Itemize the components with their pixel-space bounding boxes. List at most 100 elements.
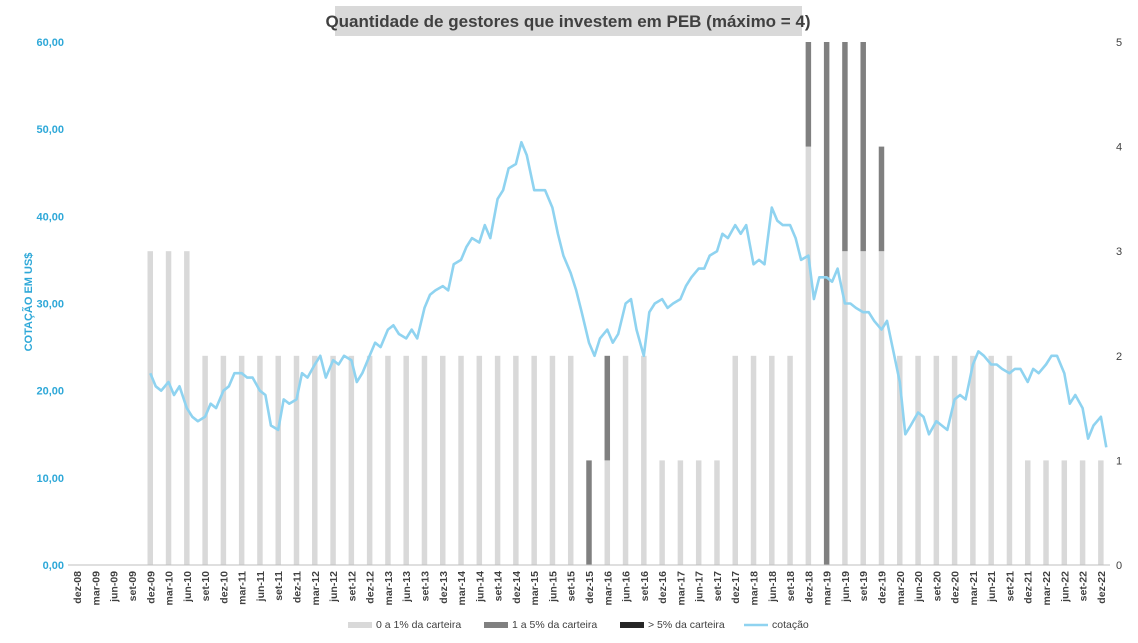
bar-segment <box>933 355 940 565</box>
x-tick-label: mar-09 <box>90 571 102 606</box>
price-line <box>149 140 1108 448</box>
x-tick-label: dez-12 <box>365 571 377 604</box>
y-axis-label: COTAÇÃO EM US$ <box>22 253 35 352</box>
bar-segment <box>165 251 172 565</box>
x-tick-label: jun-10 <box>182 571 194 603</box>
x-tick-label: jun-13 <box>401 571 413 603</box>
x-tick-label: jun-16 <box>621 571 633 603</box>
y-tick-label: 40,00 <box>36 211 64 223</box>
y2-tick-label: 1 <box>1116 455 1122 467</box>
y2-tick-label: 0 <box>1116 560 1122 572</box>
x-tick-label: mar-10 <box>164 571 176 606</box>
x-tick-label: dez-10 <box>218 571 230 604</box>
bar-segment <box>312 355 318 565</box>
y-tick-label: 30,00 <box>36 299 64 311</box>
price-line-layer <box>149 140 1108 448</box>
bar-segment <box>970 355 976 565</box>
bar-segment <box>220 355 227 565</box>
x-tick-label: jun-22 <box>1059 571 1071 603</box>
legend-swatch <box>620 622 644 628</box>
bar-segment <box>567 355 574 565</box>
bar-segment <box>823 42 830 565</box>
x-tick-label: set-17 <box>712 571 724 602</box>
x-tick-label: jun-12 <box>328 571 340 603</box>
bar-segment <box>622 355 629 565</box>
x-tick-label: jun-19 <box>840 571 852 603</box>
bar-segment <box>1043 460 1049 565</box>
y-tick-label: 0,00 <box>43 560 64 572</box>
x-tick-label: dez-20 <box>950 571 962 604</box>
bar-segment <box>403 355 409 565</box>
x-tick-label: jun-14 <box>474 571 486 603</box>
x-tick-label: mar-11 <box>237 571 249 605</box>
x-tick-label: mar-22 <box>1041 571 1053 606</box>
x-tick-label: set-18 <box>785 571 797 602</box>
y-tick-label: 50,00 <box>36 124 64 136</box>
x-tick-label: set-19 <box>858 571 870 602</box>
bar-segment <box>878 251 885 565</box>
x-tick-label: dez-08 <box>72 571 84 604</box>
bar-segment <box>915 355 921 565</box>
bar-segment <box>897 355 903 565</box>
x-tick-label: set-22 <box>1078 571 1090 602</box>
y2-tick-label: 2 <box>1116 351 1122 363</box>
x-tick-label: dez-14 <box>511 571 523 604</box>
x-tick-label: dez-21 <box>1023 571 1035 604</box>
x-tick-label: mar-20 <box>895 571 907 606</box>
axes: 0,00 10,00 20,00 30,00 40,00 50,00 60,00 0 1 2 3 4 5… <box>36 37 1122 605</box>
x-tick-label: jun-18 <box>767 571 779 603</box>
y2-tick-label: 5 <box>1116 37 1122 49</box>
bar-segment <box>202 355 208 565</box>
bar-segment <box>348 355 355 565</box>
bar-segment <box>330 355 336 565</box>
x-tick-label: dez-16 <box>657 571 669 604</box>
bar-segment <box>440 355 446 565</box>
x-tick-label: set-16 <box>639 571 651 602</box>
x-tick-label: mar-12 <box>310 571 322 606</box>
x-tick-label: dez-09 <box>145 571 157 604</box>
x-tick-label: jun-15 <box>547 571 559 603</box>
bar-segment <box>238 355 245 565</box>
bar-segment <box>586 460 592 565</box>
bar-segment <box>750 355 757 565</box>
bar-segment <box>421 355 428 565</box>
bar-segment <box>257 355 263 565</box>
x-tick-label: set-20 <box>931 571 943 602</box>
y-tick-label: 60,00 <box>36 37 64 49</box>
bars <box>147 42 1104 565</box>
x-tick-label: dez-22 <box>1096 571 1108 604</box>
bar-segment <box>458 355 464 565</box>
x-tick-label: set-13 <box>419 571 431 602</box>
legend-label: 0 a 1% da carteira <box>376 619 461 631</box>
legend-swatch <box>348 622 372 628</box>
bar-segment <box>476 355 483 565</box>
bar-segment <box>732 355 738 565</box>
x-tick-label: mar-16 <box>602 571 614 606</box>
bar-segment <box>604 460 611 565</box>
legend-label: > 5% da carteira <box>648 619 725 631</box>
x-tick-label: jun-21 <box>986 571 998 603</box>
legend-label: cotação <box>772 619 809 631</box>
legend-swatch <box>484 622 508 628</box>
bar-segment <box>878 146 885 252</box>
bar-segment <box>1006 355 1013 565</box>
x-tick-label: jun-17 <box>694 571 706 603</box>
title-background <box>335 6 802 36</box>
bar-segment <box>677 460 684 565</box>
x-tick-label: mar-14 <box>456 571 468 606</box>
x-tick-label: mar-21 <box>968 571 980 606</box>
bar-segment <box>366 355 373 565</box>
bar-segment <box>641 355 647 565</box>
x-tick-label: set-11 <box>273 571 285 601</box>
bar-segment <box>951 355 958 565</box>
x-tick-label: mar-18 <box>749 571 761 606</box>
bar-segment <box>714 460 720 565</box>
legend: 0 a 1% da carteira 1 a 5% da carteira > 5%… <box>348 619 809 631</box>
bar-segment <box>494 355 501 565</box>
bar-segment <box>1024 460 1031 565</box>
x-tick-label: mar-17 <box>675 571 687 606</box>
bar-segment <box>842 251 848 565</box>
x-tick-label: set-14 <box>493 571 505 602</box>
bar-segment <box>695 460 702 565</box>
bar-segment <box>842 42 848 252</box>
